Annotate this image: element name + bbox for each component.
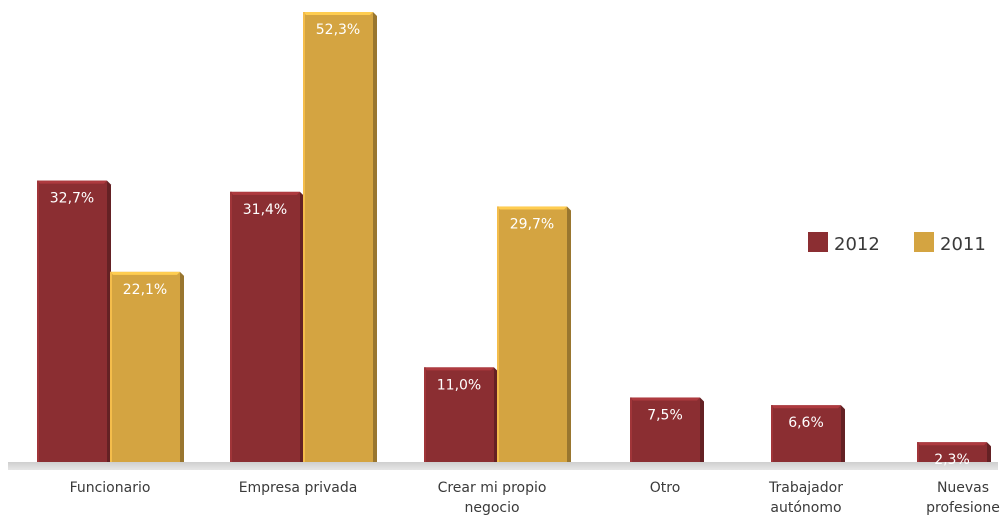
data-label-2012-5: 2,3% xyxy=(934,452,970,468)
bar-top-2012-5 xyxy=(917,442,987,446)
category-label-2-1: negocio xyxy=(464,500,519,516)
category-label-4-0: Trabajador xyxy=(768,480,843,496)
bar-top-2012-0 xyxy=(37,180,107,184)
legend-label-2011: 2011 xyxy=(940,234,986,255)
data-label-2012-0: 32,7% xyxy=(50,191,94,207)
legend-swatch-2012 xyxy=(808,232,828,252)
bar-2012-5 xyxy=(917,442,987,462)
bar-top-2012-2 xyxy=(424,367,494,371)
bar-edge-2011-1 xyxy=(303,12,305,462)
bar-side-2011-0 xyxy=(180,271,184,462)
bar-2012-0 xyxy=(37,180,107,462)
bar-top-2012-4 xyxy=(771,405,841,409)
bar-edge-2012-0 xyxy=(37,180,39,462)
data-label-2012-2: 11,0% xyxy=(437,377,481,393)
bar-edge-2011-0 xyxy=(110,271,112,462)
chart-floor xyxy=(8,462,998,470)
data-label-2012-3: 7,5% xyxy=(647,407,683,423)
bar-top-2012-1 xyxy=(230,191,300,195)
data-label-2012-4: 6,6% xyxy=(788,415,824,431)
bars-layer: 32,7% 22,1% 31,4% 52,3% 11,0% 29,7% 7,5% 6,6% 2,… xyxy=(37,12,991,468)
category-label-5-0: Nuevas xyxy=(937,480,989,496)
bar-top-2012-3 xyxy=(630,397,700,401)
bar-2011-1 xyxy=(303,12,373,462)
bar-2011-0 xyxy=(110,271,180,462)
bar-side-2012-4 xyxy=(841,405,845,462)
bar-edge-2011-2 xyxy=(497,206,499,462)
data-label-2011-0: 22,1% xyxy=(123,282,167,298)
bar-top-2011-0 xyxy=(110,271,180,275)
category-label-4-1: autónomo xyxy=(770,500,841,516)
bar-edge-2012-3 xyxy=(630,397,632,462)
legend: 2012 2011 xyxy=(808,232,986,255)
category-label-1-0: Empresa privada xyxy=(239,480,358,496)
category-label-2-0: Crear mi propio xyxy=(438,480,547,496)
bar-edge-2012-5 xyxy=(917,442,919,462)
bar-side-2011-2 xyxy=(567,206,571,462)
category-label-3-0: Otro xyxy=(650,480,681,496)
bar-edge-2012-2 xyxy=(424,367,426,462)
bar-side-2012-5 xyxy=(987,442,991,462)
category-labels: Funcionario Empresa privada Crear mi propi… xyxy=(70,480,1000,516)
data-label-2011-1: 52,3% xyxy=(316,22,360,38)
data-label-2011-2: 29,7% xyxy=(510,216,554,232)
bar-2012-1 xyxy=(230,191,300,462)
category-label-0-0: Funcionario xyxy=(70,480,151,496)
bar-side-2012-3 xyxy=(700,397,704,462)
data-label-2012-1: 31,4% xyxy=(243,202,287,218)
bar-2012-3 xyxy=(630,397,700,462)
bar-2012-2 xyxy=(424,367,494,462)
bar-edge-2012-1 xyxy=(230,191,232,462)
bar-2011-2 xyxy=(497,206,567,462)
bar-edge-2012-4 xyxy=(771,405,773,462)
legend-swatch-2011 xyxy=(914,232,934,252)
bar-2012-4 xyxy=(771,405,841,462)
category-label-5-1: profesione xyxy=(926,500,1000,516)
bar-side-2011-1 xyxy=(373,12,377,462)
bar-top-2011-2 xyxy=(497,206,567,210)
legend-label-2012: 2012 xyxy=(834,234,880,255)
bar-top-2011-1 xyxy=(303,12,373,15)
